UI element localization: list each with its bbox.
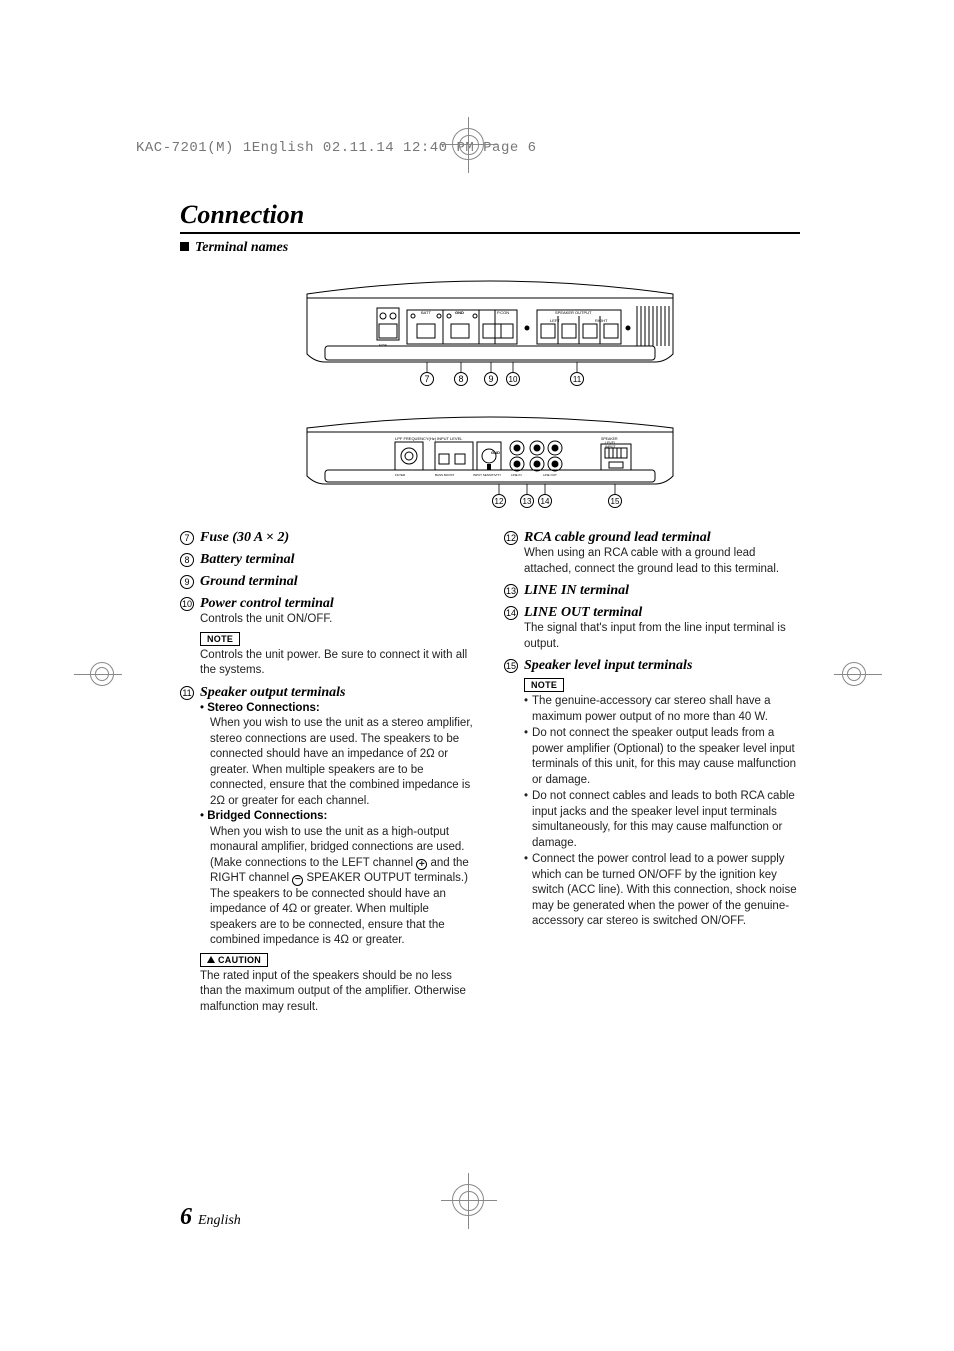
item-title: Fuse (30 A × 2) — [200, 530, 289, 546]
item-15: 15 Speaker level input terminals NOTE Th… — [504, 658, 800, 930]
crop-mark-top — [452, 128, 484, 160]
item-body: Controls the unit ON/OFF. — [200, 612, 476, 628]
note-badge: NOTE — [524, 678, 564, 692]
svg-text:LEFT: LEFT — [550, 318, 560, 323]
svg-text:GND: GND — [455, 310, 464, 315]
item-number: 7 — [180, 531, 194, 545]
note-body: Controls the unit power. Be sure to conn… — [200, 648, 476, 679]
diagram-area: BATT GND P.CON SPEAKER OUTPUT LEFT RIGHT… — [180, 266, 800, 512]
item-10: 10 Power control terminal Controls the u… — [180, 596, 476, 679]
item-12: 12 RCA cable ground lead terminal When u… — [504, 530, 800, 577]
item-title: Power control terminal — [200, 596, 334, 612]
note-item: Connect the power control lead to a powe… — [524, 852, 800, 930]
item-title: Speaker level input terminals — [524, 658, 692, 674]
item-title: RCA cable ground lead terminal — [524, 530, 711, 546]
page-content: Connection Terminal names — [180, 200, 800, 1021]
item-7: 7 Fuse (30 A × 2) — [180, 530, 476, 546]
item-number: 10 — [180, 597, 194, 611]
svg-text:LINE OUT: LINE OUT — [543, 473, 557, 477]
item-body: When using an RCA cable with a ground le… — [524, 546, 800, 577]
item-number: 8 — [180, 553, 194, 567]
item-13: 13 LINE IN terminal — [504, 583, 800, 599]
item-number: 15 — [504, 659, 518, 673]
svg-text:13: 13 — [523, 497, 532, 506]
svg-text:GND: GND — [491, 450, 500, 455]
crop-mark-bottom — [452, 1184, 484, 1216]
amplifier-top-diagram: BATT GND P.CON SPEAKER OUTPUT LEFT RIGHT… — [295, 266, 685, 390]
item-body: The signal that's input from the line in… — [524, 621, 800, 652]
left-column: 7 Fuse (30 A × 2) 8 Battery terminal 9 G… — [180, 530, 476, 1021]
note-item: Do not connect the speaker output leads … — [524, 726, 800, 788]
page-language: English — [198, 1213, 241, 1228]
svg-text:INPUT LEVEL: INPUT LEVEL — [437, 436, 463, 441]
svg-text:LPF FREQUENCY(Hz): LPF FREQUENCY(Hz) — [395, 436, 437, 441]
item-number: 11 — [180, 686, 194, 700]
svg-text:15: 15 — [611, 497, 620, 506]
minus-icon: − — [292, 875, 303, 886]
svg-text:BASS BOOST: BASS BOOST — [435, 473, 455, 477]
svg-text:9: 9 — [488, 374, 493, 384]
item-11: 11 Speaker output terminals • Stereo Con… — [180, 685, 476, 1016]
two-column-body: 7 Fuse (30 A × 2) 8 Battery terminal 9 G… — [180, 530, 800, 1021]
caution-body: The rated input of the speakers should b… — [200, 969, 476, 1016]
svg-text:LINE IN: LINE IN — [511, 473, 522, 477]
section-title: Connection — [180, 200, 800, 234]
item-number: 13 — [504, 584, 518, 598]
note-badge: NOTE — [200, 632, 240, 646]
note-item: The genuine-accessory car stereo shall h… — [524, 694, 800, 725]
page-footer: 6 English — [180, 1204, 241, 1231]
item-number: 14 — [504, 606, 518, 620]
item-title: Battery terminal — [200, 552, 295, 568]
diag-label: BATT — [421, 310, 431, 315]
amplifier-bottom-diagram: LPF FREQUENCY(Hz) INPUT LEVEL FILTER BAS… — [295, 404, 685, 512]
svg-text:14: 14 — [541, 497, 550, 506]
note-list: The genuine-accessory car stereo shall h… — [524, 694, 800, 930]
item-title: LINE OUT terminal — [524, 605, 642, 621]
item-number: 12 — [504, 531, 518, 545]
note-item: Do not connect cables and leads to both … — [524, 789, 800, 851]
svg-text:8: 8 — [458, 374, 463, 384]
svg-text:7: 7 — [424, 374, 429, 384]
item-title: Ground terminal — [200, 574, 298, 590]
crop-mark-left — [74, 660, 122, 690]
svg-text:P.CON: P.CON — [497, 310, 509, 315]
item-title: LINE IN terminal — [524, 583, 629, 599]
caution-badge: CAUTION — [200, 953, 268, 967]
svg-text:FUSE: FUSE — [379, 343, 387, 347]
item-8: 8 Battery terminal — [180, 552, 476, 568]
item-number: 9 — [180, 575, 194, 589]
svg-text:INPUT SENSITIVITY: INPUT SENSITIVITY — [473, 473, 501, 477]
right-column: 12 RCA cable ground lead terminal When u… — [504, 530, 800, 1021]
svg-text:FILTER: FILTER — [395, 473, 406, 477]
bridged-connections: • Bridged Connections: When you wish to … — [200, 809, 476, 949]
page-number: 6 — [180, 1204, 192, 1230]
crop-mark-right — [834, 660, 882, 690]
terminal-names-heading: Terminal names — [180, 240, 800, 256]
item-title: Speaker output terminals — [200, 685, 345, 701]
stereo-connections: • Stereo Connections: When you wish to u… — [200, 701, 476, 810]
svg-text:SPEAKER OUTPUT: SPEAKER OUTPUT — [555, 310, 592, 315]
svg-text:11: 11 — [573, 375, 582, 384]
svg-text:INPUT: INPUT — [605, 445, 616, 449]
item-9: 9 Ground terminal — [180, 574, 476, 590]
svg-text:10: 10 — [509, 375, 518, 384]
svg-text:12: 12 — [495, 497, 504, 506]
plus-icon: + — [416, 859, 427, 870]
svg-text:RIGHT: RIGHT — [595, 318, 608, 323]
item-14: 14 LINE OUT terminal The signal that's i… — [504, 605, 800, 652]
